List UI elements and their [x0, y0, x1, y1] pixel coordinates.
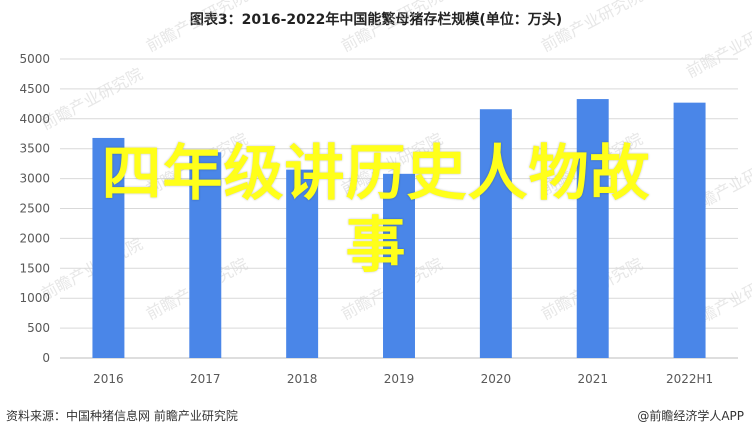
y-tick-label: 3000 [19, 172, 50, 186]
publisher-logo-text: @前瞻经济学人APP [637, 409, 744, 423]
bars [92, 99, 706, 359]
overlay-caption: 四年级讲历史人物故 事 [0, 138, 752, 282]
x-tick-label: 2017 [190, 372, 221, 386]
y-tick-label: 4000 [19, 112, 50, 126]
watermark-text: 前瞻产业研究院 [538, 0, 646, 56]
y-tick-label: 2500 [19, 202, 50, 216]
watermark-text: 前瞻产业研究院 [683, 12, 752, 81]
y-tick-label: 1500 [19, 261, 50, 275]
x-tick-label: 2022H1 [666, 372, 713, 386]
x-tick-label: 2021 [577, 372, 608, 386]
bar [576, 99, 609, 358]
bar [479, 109, 512, 359]
y-tick-label: 4500 [19, 82, 50, 96]
watermark-text: 前瞻产业研究院 [143, 0, 251, 56]
overlay-line-2: 事 [345, 211, 407, 281]
bar [673, 102, 706, 359]
x-tick-label: 2019 [384, 372, 415, 386]
y-tick-label: 1000 [19, 291, 50, 305]
overlay-line-1: 四年级讲历史人物故 [101, 139, 651, 209]
x-tick-label: 2016 [93, 372, 124, 386]
y-axis-ticks: 0 500 1000 1500 2000 2500 3000 3500 4000 4500 5000 [19, 52, 50, 365]
bar [189, 152, 222, 358]
bar [383, 173, 415, 358]
y-tick-label: 3500 [19, 142, 50, 156]
bar [286, 169, 319, 358]
chart-title: 图表3：2016-2022年中国能繁母猪存栏规模(单位：万头) [189, 12, 563, 28]
watermark-text: 前瞻产业研究院 [338, 0, 446, 56]
y-tick-label: 2000 [19, 231, 50, 245]
watermark-text: 前瞻产业研究院 [38, 64, 146, 133]
y-tick-label: 0 [42, 351, 50, 365]
y-tick-label: 500 [27, 321, 50, 335]
bar [92, 137, 125, 358]
source-note: 资料来源：中国种猪信息网 前瞻产业研究院 [6, 409, 238, 423]
x-tick-label: 2020 [481, 372, 512, 386]
y-tick-label: 5000 [19, 52, 50, 66]
x-axis-ticks: 2016 2017 2018 2019 2020 2021 2022H1 [93, 372, 713, 386]
x-tick-label: 2018 [287, 372, 318, 386]
